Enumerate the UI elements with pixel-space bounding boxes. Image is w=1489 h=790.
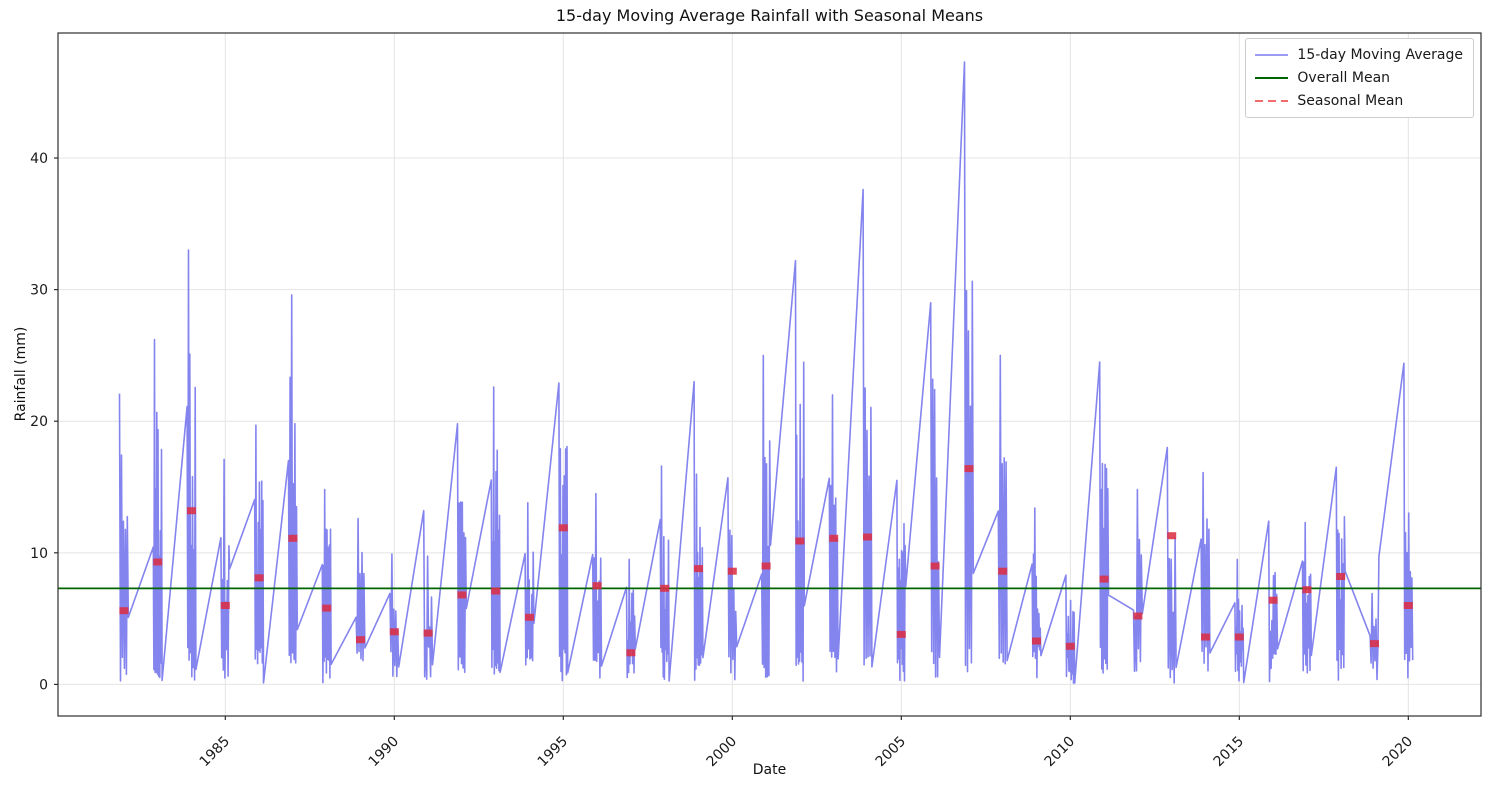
- seasonal-mean-marker: [1370, 640, 1379, 648]
- seasonal-mean-marker: [187, 507, 196, 515]
- seasonal-mean-marker: [457, 591, 467, 599]
- seasonal-mean-marker: [389, 628, 399, 636]
- chart-title: 15-day Moving Average Rainfall with Seas…: [555, 6, 984, 25]
- seasonal-mean-marker: [727, 567, 737, 575]
- seasonal-mean-marker: [1167, 532, 1177, 540]
- axes-spines: [57, 32, 1482, 717]
- legend-item-seasonal-mean: Seasonal Mean: [1255, 92, 1463, 110]
- seasonal-mean-marker: [964, 465, 974, 473]
- seasonal-mean-marker: [1133, 612, 1143, 620]
- y-tick-label: 40: [30, 151, 48, 167]
- seasonal-mean-marker: [356, 636, 365, 644]
- y-axis-label: Rainfall (mm): [13, 326, 29, 422]
- seasonal-mean-marker: [1302, 586, 1312, 594]
- legend-label-moving-average: 15-day Moving Average: [1297, 47, 1463, 63]
- seasonal-mean-marker: [829, 534, 839, 542]
- seasonal-mean-markers: [119, 465, 1413, 657]
- seasonal-mean-marker: [1032, 637, 1041, 645]
- moving-average-line-swatch: [1255, 53, 1289, 57]
- seasonal-mean-marker: [254, 574, 264, 582]
- seasonal-mean-marker: [998, 567, 1008, 575]
- seasonal-mean-marker: [863, 533, 872, 541]
- legend-item-moving-average: 15-day Moving Average: [1255, 46, 1463, 64]
- seasonal-mean-marker: [153, 558, 163, 566]
- seasonal-mean-marker: [626, 649, 636, 657]
- seasonal-mean-marker: [1099, 575, 1109, 583]
- seasonal-mean-marker: [322, 604, 332, 612]
- seasonal-mean-marker: [1268, 596, 1278, 604]
- y-tick-label: 20: [30, 414, 48, 430]
- legend-label-overall-mean: Overall Mean: [1297, 70, 1391, 86]
- seasonal-mean-marker: [592, 582, 602, 590]
- overall-mean-line-swatch: [1255, 76, 1289, 80]
- seasonal-mean-marker: [1234, 633, 1244, 641]
- seasonal-mean-marker: [491, 587, 501, 595]
- y-tick-label: 0: [39, 677, 48, 693]
- seasonal-mean-marker: [1336, 573, 1346, 580]
- seasonal-mean-marker: [660, 584, 670, 592]
- seasonal-mean-marker: [423, 629, 433, 637]
- moving-average-line: [118, 61, 1414, 684]
- seasonal-mean-marker: [761, 562, 771, 570]
- seasonal-mean-marker: [220, 602, 230, 609]
- seasonal-mean-marker: [119, 607, 129, 615]
- legend-item-overall-mean: Overall Mean: [1255, 69, 1463, 87]
- seasonal-mean-marker: [795, 537, 805, 545]
- y-tick-label: 10: [30, 546, 48, 562]
- x-axis-label: Date: [752, 762, 787, 778]
- seasonal-mean-marker: [1403, 602, 1413, 609]
- seasonal-mean-marker: [1201, 633, 1210, 641]
- seasonal-mean-line-swatch: [1255, 99, 1289, 103]
- seasonal-mean-marker: [930, 562, 940, 570]
- legend: 15-day Moving Average Overall Mean Seaso…: [1245, 38, 1474, 118]
- seasonal-mean-marker: [558, 524, 568, 532]
- seasonal-mean-marker: [896, 630, 906, 638]
- seasonal-mean-marker: [694, 565, 703, 573]
- seasonal-mean-marker: [525, 613, 534, 621]
- seasonal-mean-marker: [1065, 642, 1075, 650]
- legend-label-seasonal-mean: Seasonal Mean: [1297, 93, 1404, 109]
- seasonal-mean-marker: [288, 534, 298, 542]
- y-tick-label: 30: [30, 283, 48, 299]
